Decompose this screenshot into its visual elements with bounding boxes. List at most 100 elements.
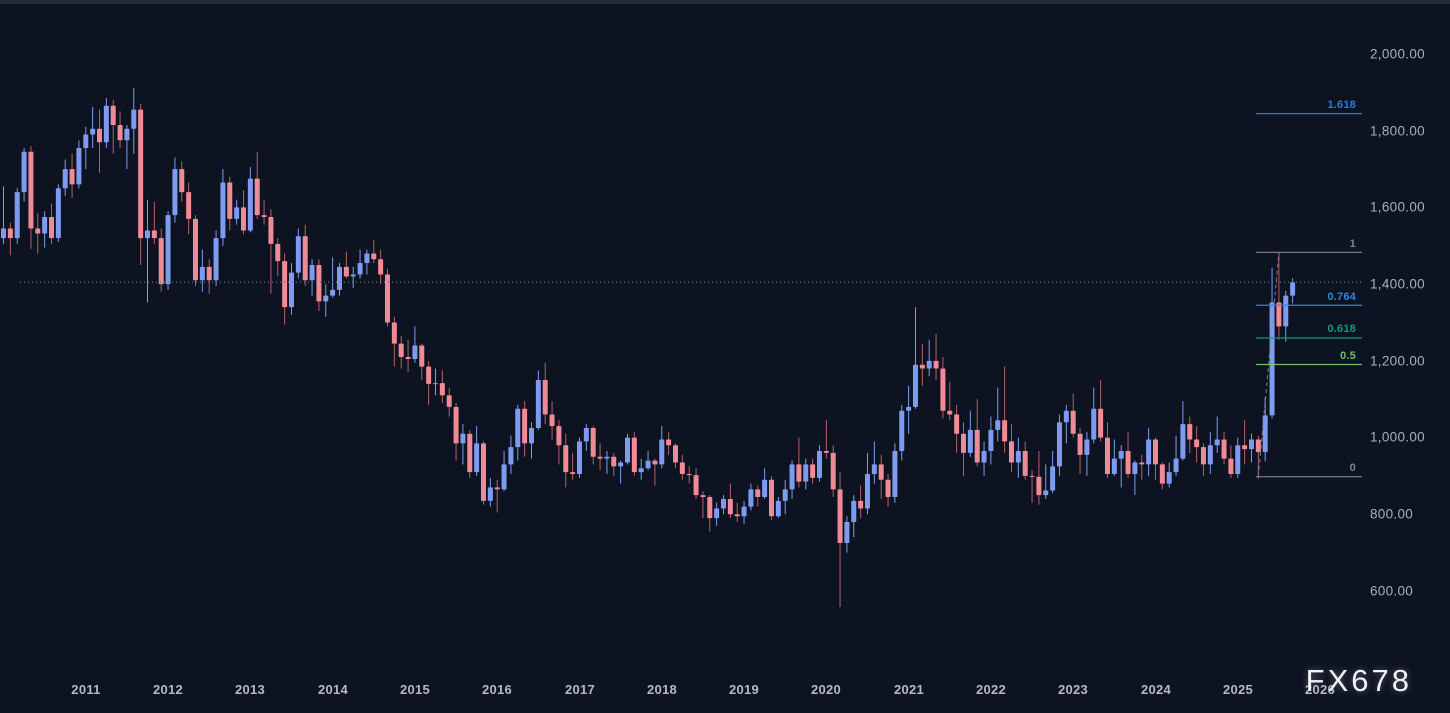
fib-label-0764[interactable]: 0.764 (1327, 291, 1356, 303)
candle-body-2014-03 (343, 266, 349, 277)
fib-label-0[interactable]: 0 (1349, 462, 1356, 474)
fib-label-1[interactable]: 1 (1349, 238, 1356, 250)
candle-body-2024-03 (1166, 472, 1172, 484)
candle-body-2025-05 (1262, 415, 1268, 453)
candle-body-2015-08 (460, 433, 466, 444)
x-axis-label-2016: 2016 (481, 682, 513, 697)
candle-body-2022-09 (1043, 490, 1049, 496)
candle-body-2013-08 (295, 236, 301, 273)
candle-body-2010-11 (69, 169, 75, 185)
x-axis-label-2013: 2013 (234, 682, 266, 697)
candle-body-2015-01 (412, 345, 418, 359)
candle-body-2023-07 (1111, 458, 1117, 475)
candle-body-2012-12 (240, 207, 246, 231)
window-top-strip (0, 0, 1450, 4)
x-axis-label-2017: 2017 (564, 682, 596, 697)
candle-body-2019-12 (816, 450, 822, 478)
candle-body-2018-02 (666, 439, 672, 446)
y-axis-label-600: 600.00 (1370, 583, 1414, 599)
candle-body-2014-09 (384, 274, 390, 323)
candle-body-2016-11 (563, 445, 569, 473)
candle-body-2016-10 (556, 426, 562, 446)
time-axis[interactable]: 2011 2012 2013 2014 2015 2016 2017 2018 … (0, 663, 1450, 713)
candle-body-2021-09 (960, 433, 966, 453)
candle-body-2016-05 (522, 408, 528, 444)
candle-body-2012-02 (172, 169, 178, 216)
candle-body-2016-06 (528, 427, 534, 444)
candle-body-2012-07 (206, 266, 212, 281)
candle-body-2014-02 (336, 266, 342, 290)
candle-body-2011-01 (83, 134, 89, 148)
candle-body-2017-06 (611, 456, 617, 467)
candle-body-2011-09 (138, 109, 144, 239)
candle-body-2016-04 (515, 408, 521, 448)
x-axis-label-2024: 2024 (1140, 682, 1172, 697)
candle-body-2018-07 (700, 495, 706, 498)
fx678-watermark: FX678 (1305, 663, 1412, 698)
candle-body-2012-06 (199, 266, 205, 281)
price-axis[interactable]: 2,000.00 1,800.00 1,600.00 1,400.00 1,20… (1360, 0, 1450, 650)
candle-body-2022-04 (1008, 441, 1014, 463)
candle-body-2017-12 (652, 460, 658, 465)
candle-body-2019-05 (768, 479, 774, 517)
candle-body-2022-02 (995, 420, 1001, 430)
candle-body-2020-03 (837, 489, 843, 544)
candle-body-2020-01 (823, 450, 829, 453)
candle-body-2019-10 (803, 464, 809, 482)
y-axis-label-1800: 1,800.00 (1370, 123, 1425, 139)
candle-body-2022-10 (1050, 466, 1056, 491)
candle-body-2024-02 (1159, 464, 1165, 484)
candle-body-2022-01 (988, 429, 994, 451)
y-axis-label-1600: 1,600.00 (1370, 199, 1425, 215)
candle-body-2012-11 (234, 207, 240, 219)
x-axis-label-2015: 2015 (399, 682, 431, 697)
candle-body-2019-11 (810, 464, 816, 478)
candle-body-2018-04 (679, 462, 685, 475)
candle-body-2020-09 (878, 464, 884, 480)
candle-body-2014-05 (357, 263, 363, 275)
candle-body-2010-04 (21, 151, 27, 193)
candle-body-2013-06 (282, 261, 288, 308)
candle-body-2017-03 (590, 427, 596, 457)
candle-body-2021-02 (912, 364, 918, 407)
candle-body-2010-06 (35, 228, 41, 234)
candle-body-2014-10 (391, 322, 397, 344)
x-axis-label-2021: 2021 (893, 682, 925, 697)
candle-body-2015-07 (453, 406, 459, 444)
candle-body-2021-08 (954, 414, 960, 434)
fib-label-1618[interactable]: 1.618 (1327, 99, 1356, 111)
candle-body-2015-04 (432, 383, 438, 385)
candle-body-2021-03 (919, 364, 925, 369)
candle-body-2020-08 (871, 464, 877, 475)
candle-body-2015-09 (467, 433, 473, 473)
candle-body-2021-12 (981, 450, 987, 463)
candle-body-2013-01 (247, 178, 253, 231)
candle-body-2015-12 (487, 487, 493, 501)
candle-body-2011-07 (124, 128, 130, 141)
candle-body-2011-02 (90, 128, 96, 135)
fib-label-0618[interactable]: 0.618 (1327, 323, 1356, 335)
candle-body-2021-05 (933, 360, 939, 369)
candle-body-2021-07 (947, 410, 953, 415)
candle-body-2024-07 (1194, 439, 1200, 448)
x-axis-label-2012: 2012 (152, 682, 184, 697)
candle-body-2011-10 (144, 230, 150, 239)
candle-body-2018-05 (686, 474, 692, 476)
candle-body-2021-06 (940, 368, 946, 411)
candle-body-2011-08 (131, 109, 137, 129)
candle-body-2023-05 (1098, 408, 1104, 438)
candle-body-2013-03 (261, 215, 267, 218)
candle-body-2014-12 (405, 357, 411, 359)
candle-body-2024-11 (1221, 439, 1227, 459)
candle-body-2011-04 (103, 105, 109, 143)
fib-label-05[interactable]: 0.5 (1340, 350, 1356, 362)
candle-body-2012-03 (179, 169, 185, 193)
candle-body-2018-08 (707, 497, 713, 519)
candle-body-2023-02 (1077, 433, 1083, 455)
candle-body-2024-09 (1207, 445, 1213, 465)
candle-body-2024-06 (1187, 424, 1193, 440)
candle-body-2022-08 (1036, 476, 1042, 496)
candle-body-2019-04 (762, 479, 768, 498)
candle-body-2025-01 (1235, 445, 1241, 475)
